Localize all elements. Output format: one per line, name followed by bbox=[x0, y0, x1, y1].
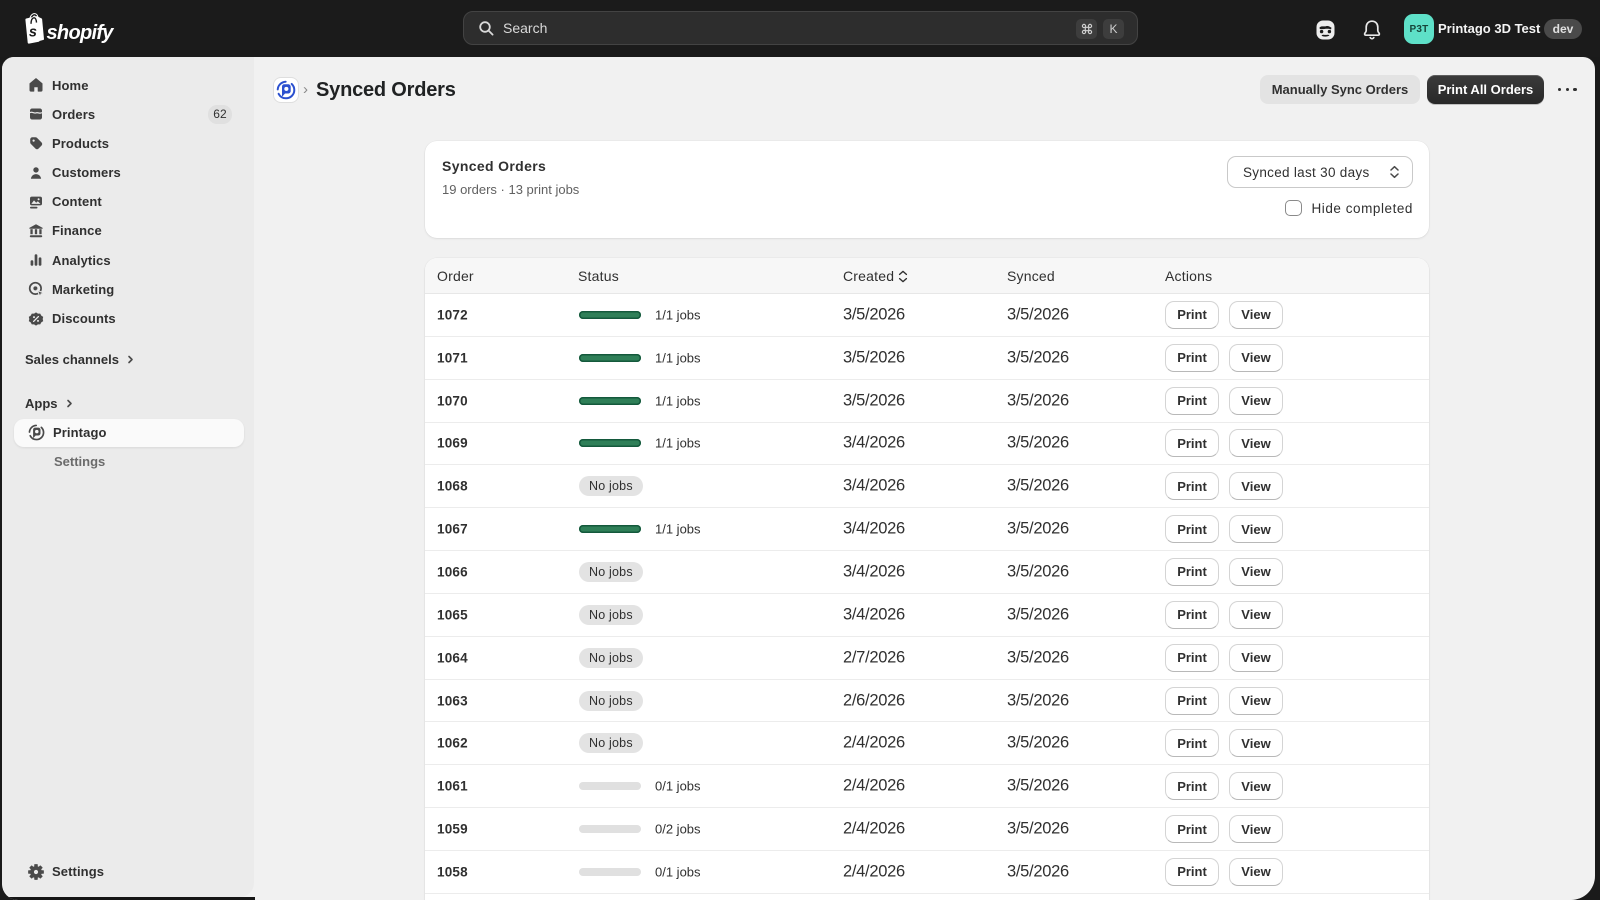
svg-text:shopify: shopify bbox=[47, 22, 115, 44]
svg-text:s: s bbox=[29, 25, 37, 41]
